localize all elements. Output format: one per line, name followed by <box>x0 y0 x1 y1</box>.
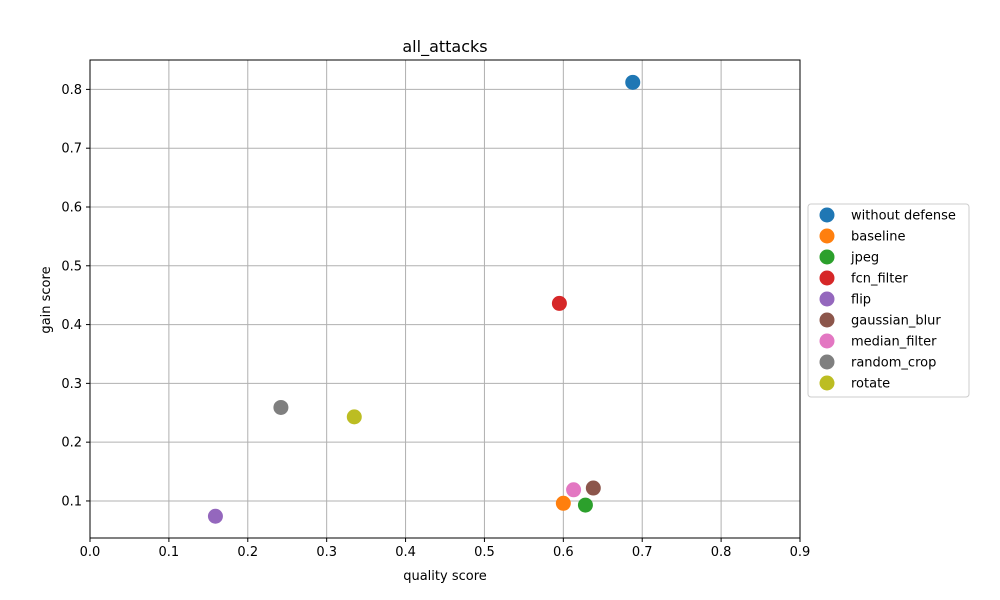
x-tick-label: 0.0 <box>80 545 101 560</box>
data-point-without-defense <box>625 74 641 90</box>
legend-label-flip: flip <box>851 293 871 308</box>
y-tick-label: 0.6 <box>61 200 82 215</box>
legend-label-jpeg: jpeg <box>850 251 879 266</box>
legend-marker-baseline <box>819 228 835 244</box>
x-tick-label: 0.8 <box>711 545 732 560</box>
data-points <box>207 74 641 524</box>
legend-label-gaussian-blur: gaussian_blur <box>851 314 941 329</box>
y-axis-label: gain score <box>39 266 54 333</box>
y-tick-label: 0.8 <box>61 83 82 98</box>
legend: without defense baseline jpeg fcn_filterfli… <box>807 203 970 398</box>
legend-marker-without-defense <box>819 207 835 223</box>
y-axis-ticks: 0.1 0.2 0.3 0.4 0.5 0.6 0.7 0.8 <box>61 83 90 509</box>
x-tick-label: 0.1 <box>159 545 180 560</box>
legend-marker-median-filter <box>819 333 835 349</box>
legend-marker-gaussian-blur <box>819 312 835 328</box>
x-axis-ticks: 0.0 0.1 0.2 0.3 0.4 0.5 0.6 0.7 0.8 0.9 <box>80 538 811 560</box>
y-tick-label: 0.1 <box>61 494 82 509</box>
legend-marker-flip <box>819 291 835 307</box>
legend-label-baseline: baseline <box>851 230 905 245</box>
grid-lines <box>89 60 801 538</box>
x-tick-label: 0.4 <box>395 545 416 560</box>
legend-marker-rotate <box>819 375 835 391</box>
data-point-gaussian-blur <box>585 480 601 496</box>
legend-label-fcn-filter: fcn_filter <box>851 272 908 287</box>
x-tick-label: 0.7 <box>632 545 653 560</box>
legend-label-median-filter: median_filter <box>851 335 937 350</box>
y-tick-label: 0.5 <box>61 259 82 274</box>
data-point-jpeg <box>577 497 593 513</box>
x-tick-label: 0.9 <box>790 545 811 560</box>
y-tick-label: 0.3 <box>61 377 82 392</box>
legend-label-without-defense: without defense <box>851 209 956 224</box>
data-point-rotate <box>346 409 362 425</box>
y-tick-label: 0.4 <box>61 318 82 333</box>
data-point-baseline <box>555 495 571 511</box>
x-tick-label: 0.6 <box>553 545 574 560</box>
y-tick-label: 0.7 <box>61 142 82 157</box>
legend-marker-jpeg <box>819 249 835 265</box>
data-point-random-crop <box>273 399 289 415</box>
legend-label-random-crop: random_crop <box>851 356 936 371</box>
x-tick-label: 0.2 <box>237 545 258 560</box>
data-point-flip <box>207 508 223 524</box>
plot-area <box>89 59 801 539</box>
data-point-median-filter <box>566 482 582 498</box>
data-point-fcn-filter <box>551 295 567 311</box>
legend-frame <box>807 203 970 398</box>
chart-title: all_attacks <box>402 37 487 57</box>
y-tick-label: 0.2 <box>61 436 82 451</box>
x-axis-label: quality score <box>403 569 487 584</box>
x-tick-label: 0.5 <box>474 545 495 560</box>
legend-marker-fcn-filter <box>819 270 835 286</box>
legend-label-rotate: rotate <box>851 377 890 392</box>
x-tick-label: 0.3 <box>316 545 337 560</box>
legend-marker-random-crop <box>819 354 835 370</box>
